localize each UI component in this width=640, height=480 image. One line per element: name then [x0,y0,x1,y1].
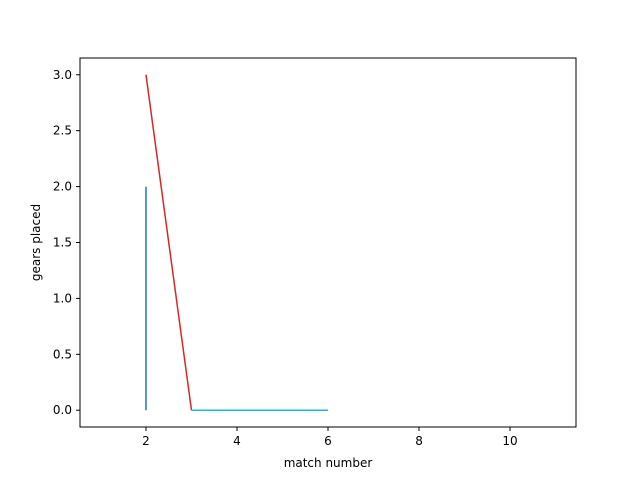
y-tick-label: 3.0 [53,68,72,82]
y-axis: 0.0 0.5 1.0 1.5 2.0 2.5 3.0 [53,68,80,417]
x-tick-label: 4 [233,434,241,448]
x-tick-label: 8 [415,434,423,448]
y-tick-label: 0.5 [53,347,72,361]
x-axis-label: match number [284,456,373,470]
series-line-2 [145,74,193,411]
y-axis-label: gears placed [29,204,43,281]
series-layer [145,74,328,411]
x-tick-label: 10 [502,434,517,448]
y-tick-label: 2.0 [53,180,72,194]
y-tick-label: 1.0 [53,291,72,305]
y-tick-label: 2.5 [53,124,72,138]
y-tick-label: 0.0 [53,403,72,417]
x-tick-label: 2 [142,434,150,448]
x-tick-label: 6 [324,434,332,448]
x-axis: 2 4 6 8 10 [142,427,518,448]
y-tick-label: 1.5 [53,236,72,250]
